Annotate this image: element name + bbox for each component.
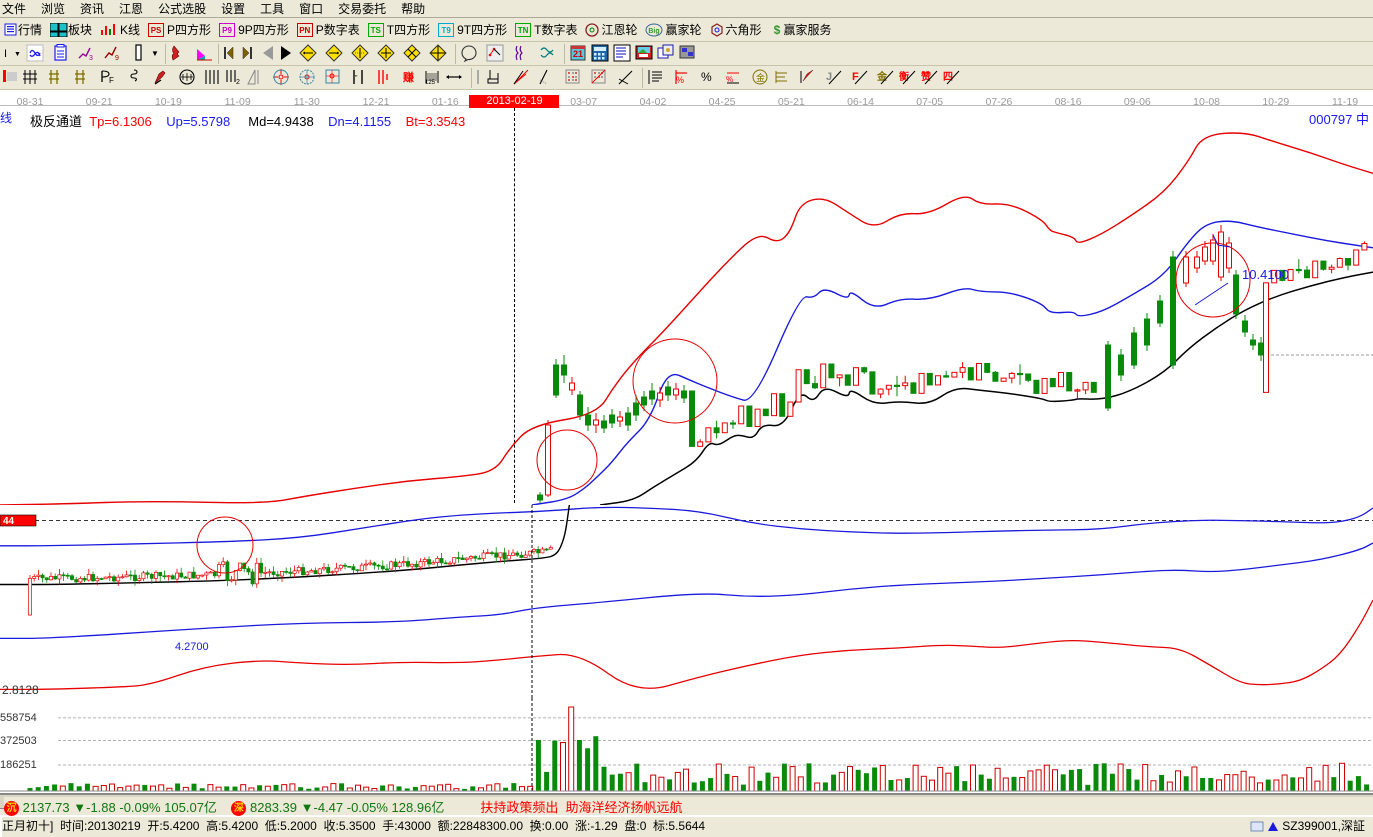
- svg-text:": ": [355, 75, 358, 82]
- svg-text:21: 21: [573, 49, 583, 59]
- svg-text:4.2700: 4.2700: [175, 641, 209, 653]
- svg-text:%: %: [701, 70, 712, 84]
- svg-text:衡: 衡: [899, 70, 909, 83]
- svg-text:%: %: [676, 75, 684, 85]
- svg-text:▼: ▼: [151, 49, 159, 58]
- svg-text:125: 125: [425, 80, 436, 86]
- svg-text:F: F: [109, 76, 114, 85]
- svg-text:3: 3: [89, 55, 93, 62]
- svg-text:金: 金: [756, 72, 765, 83]
- svg-text:赞: 赞: [921, 70, 931, 83]
- svg-text:四: 四: [943, 71, 953, 83]
- svg-text:▼: ▼: [14, 51, 21, 58]
- svg-text:10.4100: 10.4100: [1242, 267, 1289, 282]
- svg-text:9: 9: [115, 55, 119, 62]
- svg-text:2: 2: [236, 79, 240, 86]
- svg-text:金: 金: [877, 70, 888, 83]
- svg-text:$: $: [773, 23, 780, 37]
- svg-text:I: I: [4, 48, 7, 60]
- svg-text:44: 44: [3, 516, 15, 527]
- svg-text:2.8128: 2.8128: [2, 683, 39, 697]
- svg-text:赚: 赚: [402, 70, 414, 84]
- svg-text:Big: Big: [649, 28, 660, 35]
